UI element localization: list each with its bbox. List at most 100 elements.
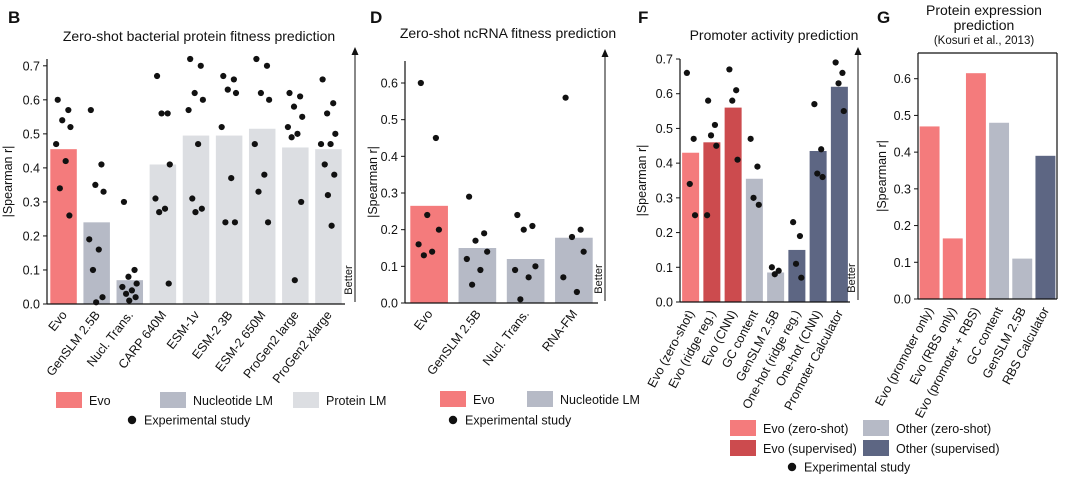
data-point <box>711 121 719 129</box>
better-label-d: Better <box>593 264 605 294</box>
data-point <box>53 140 60 148</box>
data-point <box>197 62 204 69</box>
x-tick-label-d-rna-fm: RNA-FM <box>539 307 580 354</box>
data-point <box>264 219 272 226</box>
y-tick-label-g: 0.0 <box>894 293 911 307</box>
data-point <box>417 79 424 87</box>
data-point <box>98 161 105 168</box>
data-point <box>734 156 741 163</box>
y-tick-label-b: 0.5 <box>23 127 40 141</box>
data-point <box>755 201 762 208</box>
data-point <box>690 135 697 142</box>
y-tick-label-d: 0.6 <box>381 77 398 91</box>
bar-f-evo-zero-shot <box>682 152 700 302</box>
legend-label-d-experimental-study: Experimental study <box>465 414 572 428</box>
bar-f-one-hot-cnn <box>809 150 827 302</box>
data-point <box>65 106 72 114</box>
bar-b-esm-2-3b <box>215 135 243 304</box>
data-point <box>299 113 306 120</box>
y-tick-label-g: 0.2 <box>894 219 911 233</box>
x-tick-label-b-evo: Evo <box>46 308 70 334</box>
y-tick-label-d: 0.4 <box>381 150 398 164</box>
data-point <box>294 130 301 137</box>
data-point <box>122 290 130 297</box>
data-point <box>257 89 264 97</box>
y-tick-label-d: 0.2 <box>381 223 398 237</box>
data-point <box>56 185 63 192</box>
bar-g-genslm-2-5b <box>1012 258 1033 299</box>
y-tick-label-f: 0.3 <box>656 191 673 205</box>
data-point <box>472 237 479 244</box>
panel-subtitle-g: (Kosuri et al., 2013) <box>934 35 1035 47</box>
x-tick-label-d-evo: Evo <box>411 307 435 333</box>
y-tick-label-g: 0.1 <box>894 256 911 270</box>
data-point <box>733 87 740 94</box>
data-point <box>133 280 140 287</box>
data-point <box>87 106 94 114</box>
better-arrowhead-f <box>854 47 862 55</box>
data-point <box>100 188 107 195</box>
data-point <box>832 59 839 66</box>
data-point <box>319 76 326 83</box>
legend-label-b-nucleotide-lm: Nucleotide LM <box>193 394 273 408</box>
legend-label-f-evo-zero-shot: Evo (zero-shot) <box>763 422 848 436</box>
data-point <box>158 110 165 117</box>
y-tick-label-f: 0.0 <box>656 296 673 310</box>
data-point <box>415 241 422 248</box>
legend-label-f-evo-supervised: Evo (supervised) <box>763 442 857 456</box>
y-tick-label-b: 0.2 <box>23 229 40 243</box>
data-point <box>220 72 227 80</box>
data-point <box>253 55 260 63</box>
data-point <box>814 170 821 177</box>
legend-label-b-evo: Evo <box>89 394 111 408</box>
data-point <box>514 211 521 219</box>
bar-g-evo-promoter-rbs <box>965 73 986 299</box>
data-point <box>705 97 712 104</box>
better-label-f: Better <box>846 263 858 293</box>
y-tick-label-d: 0.3 <box>381 187 398 201</box>
legend-swatch-b-protein-lm <box>293 392 319 408</box>
panel-title-d: Zero-shot ncRNA fitness prediction <box>400 25 616 41</box>
bar-b-esm-1v <box>182 135 210 304</box>
bar-g-evo-promoter-only <box>919 126 940 300</box>
data-point <box>796 232 804 240</box>
data-point <box>560 274 567 281</box>
data-point <box>798 274 805 281</box>
data-point <box>517 296 524 303</box>
data-point <box>811 101 818 108</box>
legend-swatch-d-nucleotide-lm <box>527 391 553 407</box>
data-point <box>424 211 431 219</box>
data-point <box>747 135 754 142</box>
data-point <box>66 212 73 219</box>
bar-f-genslm-2-5b <box>767 272 785 302</box>
data-point <box>331 171 338 178</box>
better-label-b: Better <box>343 265 355 295</box>
data-point <box>484 248 491 255</box>
data-point <box>231 219 239 226</box>
panel-title-b: Zero-shot bacterial protein fitness pred… <box>63 28 335 44</box>
legend-label-f-other-zero-shot: Other (zero-shot) <box>896 422 991 436</box>
y-tick-label-g: 0.3 <box>894 182 911 196</box>
data-point <box>691 212 699 219</box>
y-tick-label-d: 0.5 <box>381 113 398 127</box>
data-point <box>199 96 206 103</box>
data-point <box>228 174 235 182</box>
data-point <box>232 89 240 97</box>
data-point <box>156 209 163 216</box>
y-tick-label-b: 0.3 <box>23 195 40 209</box>
data-point <box>839 69 846 76</box>
data-point <box>317 140 325 148</box>
data-point <box>67 123 74 131</box>
legend-swatch-b-evo <box>56 392 82 408</box>
y-tick-label-f: 0.2 <box>656 226 673 240</box>
data-point <box>704 212 711 219</box>
data-point <box>577 226 584 233</box>
legend-swatch-b-nucleotide-lm <box>160 392 186 408</box>
data-point <box>532 263 539 270</box>
data-point <box>266 96 273 103</box>
y-tick-label-g: 0.6 <box>894 72 911 86</box>
legend-swatch-d-evo <box>440 391 466 407</box>
y-tick-label-f: 0.5 <box>656 122 673 136</box>
y-tick-label-b: 0.4 <box>23 161 40 175</box>
data-point <box>166 161 173 168</box>
